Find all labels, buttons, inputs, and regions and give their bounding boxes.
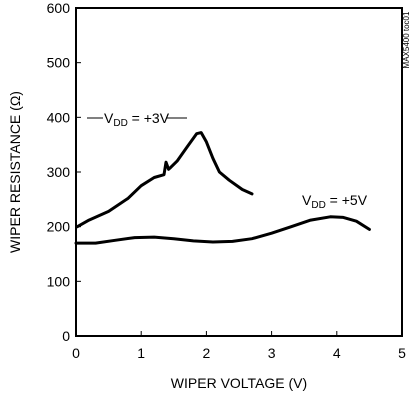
- x-tick-label: 0: [72, 345, 80, 361]
- series-lines: [74, 131, 371, 245]
- y-tick-label: 0: [62, 328, 70, 344]
- x-axis-title: WIPER VOLTAGE (V): [171, 375, 307, 391]
- series-line-1: [74, 215, 371, 245]
- y-axis-title: WIPER RESISTANCE (Ω): [7, 91, 23, 253]
- x-tick-label: 5: [398, 345, 406, 361]
- plot-frame: [75, 7, 403, 337]
- tick-labels: 0 1 2 3 4 5 0 100 200 300 400 500 600: [47, 0, 406, 361]
- figure-code: MAX5400 toc01: [402, 11, 411, 68]
- annotations: VDD = +3V VDD = +5V: [87, 110, 368, 211]
- series-line-0: [75, 131, 254, 229]
- y-tick-label: 200: [47, 219, 71, 235]
- y-tick-label: 300: [47, 164, 71, 180]
- x-tick-label: 3: [268, 345, 276, 361]
- y-tick-label: 500: [47, 55, 71, 71]
- series-label-3v: VDD = +3V: [104, 110, 170, 129]
- x-tick-label: 4: [333, 345, 341, 361]
- x-tick-label: 1: [137, 345, 145, 361]
- y-tick-label: 400: [47, 109, 71, 125]
- series-label-5v: VDD = +5V: [302, 192, 368, 211]
- y-tick-label: 100: [47, 273, 71, 289]
- y-tick-label: 600: [47, 0, 71, 16]
- ticks: [75, 7, 403, 337]
- x-tick-label: 2: [203, 345, 211, 361]
